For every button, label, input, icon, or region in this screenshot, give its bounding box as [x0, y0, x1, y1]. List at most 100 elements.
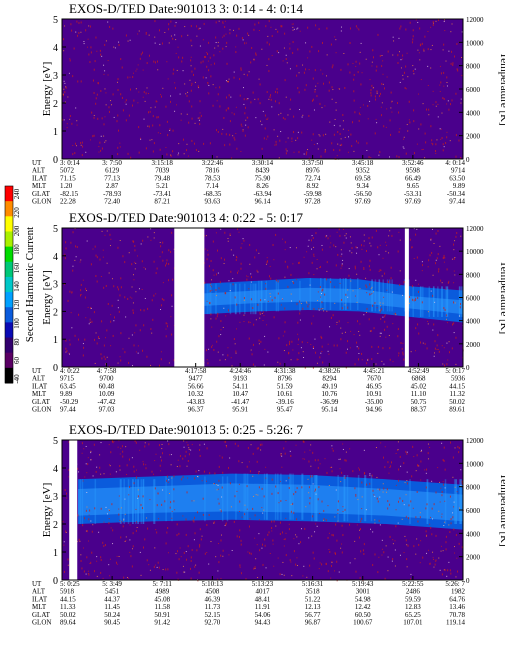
- noise-speck: [290, 359, 292, 361]
- noise-speck: [118, 555, 120, 557]
- noise-speck: [149, 499, 151, 501]
- noise-speck: [280, 25, 282, 28]
- noise-speck: [297, 131, 299, 133]
- noise-speck: [209, 301, 211, 304]
- noise-speck: [243, 239, 245, 242]
- noise-speck: [427, 323, 429, 325]
- noise-speck: [402, 146, 404, 148]
- noise-speck: [206, 52, 208, 54]
- colorbar-tick-label: -40: [13, 374, 21, 384]
- noise-speck: [205, 235, 207, 237]
- noise-speck: [277, 280, 279, 283]
- noise-speck: [403, 552, 405, 554]
- noise-speck: [443, 85, 445, 87]
- noise-speck: [335, 523, 337, 526]
- noise-speck: [199, 100, 201, 103]
- noise-speck: [397, 441, 399, 443]
- noise-speck: [258, 339, 260, 342]
- noise-speck: [149, 110, 151, 113]
- noise-speck: [266, 64, 268, 66]
- noise-speck: [395, 484, 397, 486]
- noise-speck: [271, 530, 273, 532]
- noise-speck: [453, 249, 455, 251]
- table-cell: 9.34: [357, 182, 370, 190]
- noise-speck: [207, 253, 209, 256]
- noise-speck: [187, 91, 189, 93]
- noise-speck: [376, 122, 378, 124]
- noise-speck: [110, 238, 112, 240]
- noise-speck: [176, 465, 178, 467]
- y-tick-label: 1: [53, 127, 58, 138]
- noise-speck: [296, 536, 298, 538]
- noise-speck: [103, 64, 105, 66]
- noise-speck: [312, 315, 314, 317]
- noise-speck: [86, 46, 88, 48]
- noise-speck: [250, 101, 252, 104]
- noise-speck: [246, 485, 248, 488]
- y2-tick-label: 0: [466, 156, 470, 164]
- noise-speck: [356, 273, 358, 275]
- table-row-name: GLON: [32, 619, 51, 627]
- table-cell: -78.93: [103, 190, 122, 198]
- noise-speck: [397, 479, 399, 482]
- noise-speck: [131, 297, 133, 299]
- table-cell: 5.21: [156, 182, 169, 190]
- noise-speck: [296, 487, 298, 490]
- noise-speck: [137, 497, 139, 499]
- noise-speck: [250, 444, 252, 446]
- noise-speck: [458, 447, 460, 450]
- noise-speck: [378, 556, 380, 558]
- noise-speck: [335, 52, 337, 54]
- noise-speck: [265, 466, 267, 468]
- noise-speck: [443, 98, 445, 101]
- noise-speck: [361, 481, 363, 484]
- noise-speck: [340, 327, 342, 329]
- noise-speck: [379, 488, 381, 491]
- noise-speck: [82, 343, 84, 345]
- noise-speck: [188, 100, 190, 103]
- noise-speck: [99, 454, 101, 456]
- table-cell: 3:22:46: [202, 159, 224, 167]
- band-stripe: [349, 278, 352, 311]
- noise-speck: [326, 471, 328, 474]
- noise-speck: [428, 114, 430, 116]
- noise-speck: [400, 465, 402, 467]
- noise-speck: [450, 62, 452, 65]
- noise-speck: [323, 310, 325, 312]
- noise-speck: [369, 242, 371, 244]
- noise-speck: [285, 499, 287, 501]
- noise-speck: [357, 141, 359, 144]
- noise-speck: [382, 347, 384, 350]
- noise-speck: [323, 509, 325, 512]
- noise-speck: [162, 87, 164, 89]
- noise-speck: [137, 495, 139, 498]
- noise-speck: [107, 302, 109, 305]
- table-cell: 46.95: [366, 382, 382, 390]
- noise-speck: [281, 455, 283, 457]
- noise-speck: [96, 280, 98, 283]
- table-cell: 9715: [60, 375, 75, 383]
- noise-speck: [178, 143, 180, 145]
- noise-speck: [142, 69, 144, 71]
- noise-speck: [106, 230, 108, 232]
- noise-speck: [421, 261, 423, 263]
- noise-speck: [442, 458, 444, 461]
- noise-speck: [199, 545, 201, 548]
- panel-2-data-gap: [174, 228, 205, 367]
- table-cell: 7039: [155, 167, 170, 175]
- noise-speck: [117, 288, 119, 291]
- noise-speck: [223, 116, 225, 119]
- noise-speck: [283, 545, 285, 547]
- noise-speck: [217, 543, 219, 545]
- noise-speck: [385, 244, 387, 246]
- noise-speck: [311, 139, 313, 141]
- noise-speck: [326, 261, 328, 264]
- noise-speck: [402, 74, 404, 76]
- noise-speck: [168, 262, 170, 265]
- noise-speck: [387, 507, 389, 510]
- noise-speck: [378, 519, 380, 522]
- noise-speck: [234, 296, 236, 299]
- noise-speck: [447, 100, 449, 102]
- noise-speck: [383, 456, 385, 459]
- noise-speck: [180, 113, 182, 115]
